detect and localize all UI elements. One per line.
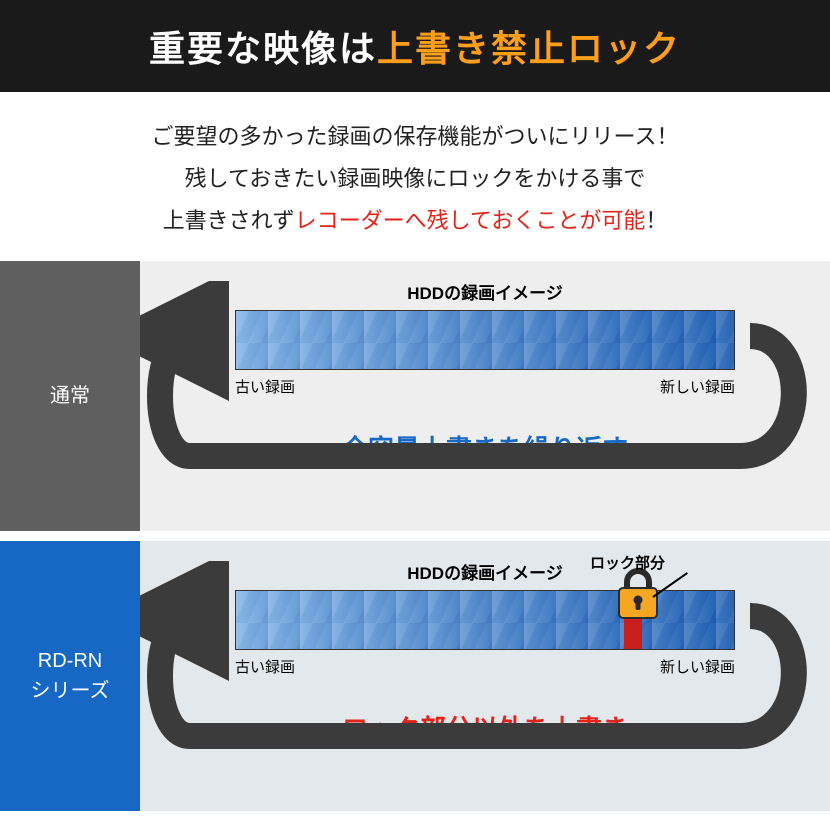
hdd-title-normal: HDDの録画イメージ bbox=[160, 279, 810, 304]
panel-rdrn-body: HDDの録画イメージ ロック部分 古い録画 新しい録画 bbox=[140, 541, 830, 811]
panel-normal: 通常 HDDの録画イメージ 古い録画 新しい録画 全容量上書きを繰り返す bbox=[0, 261, 830, 531]
hdd-bar-normal bbox=[235, 310, 735, 370]
desc-line2: 残しておきたい録画映像にロックをかける事で bbox=[30, 158, 800, 200]
desc-line3-red: レコーダーへ残しておくことが可能 bbox=[295, 208, 646, 233]
description-block: ご要望の多かった録画の保存機能がついにリリース！ 残しておきたい録画映像にロック… bbox=[0, 92, 830, 261]
new-label-normal: 新しい録画 bbox=[660, 376, 735, 397]
bar-labels-rdrn: 古い録画 新しい録画 bbox=[235, 656, 735, 677]
title-part2: 上書き禁止ロック bbox=[377, 28, 681, 69]
panel-rdrn-label: RD-RN シリーズ bbox=[0, 541, 140, 811]
panel-normal-label: 通常 bbox=[0, 261, 140, 531]
panel-normal-body: HDDの録画イメージ 古い録画 新しい録画 全容量上書きを繰り返す bbox=[140, 261, 830, 531]
summary-rdrn: ロック部分以外を上書き bbox=[160, 709, 810, 746]
new-label-rdrn: 新しい録画 bbox=[660, 656, 735, 677]
title-bar: 重要な映像は上書き禁止ロック bbox=[0, 0, 830, 92]
lock-icon-wrap: ロック部分 bbox=[615, 568, 661, 625]
summary-normal: 全容量上書きを繰り返す bbox=[160, 429, 810, 466]
hdd-bar-rdrn-wrap: ロック部分 bbox=[235, 590, 735, 650]
hdd-title-rdrn: HDDの録画イメージ bbox=[160, 559, 810, 584]
lock-label: ロック部分 bbox=[590, 552, 665, 573]
bar-labels-normal: 古い録画 新しい録画 bbox=[235, 376, 735, 397]
title-part1: 重要な映像は bbox=[149, 28, 377, 69]
old-label-rdrn: 古い録画 bbox=[235, 656, 295, 677]
desc-line3: 上書きされずレコーダーへ残しておくことが可能！ bbox=[30, 200, 800, 242]
desc-line1: ご要望の多かった録画の保存機能がついにリリース！ bbox=[30, 116, 800, 158]
panel-rdrn: RD-RN シリーズ HDDの録画イメージ ロック部分 古い録画 bbox=[0, 541, 830, 811]
hdd-bar-normal-wrap bbox=[235, 310, 735, 370]
old-label-normal: 古い録画 bbox=[235, 376, 295, 397]
